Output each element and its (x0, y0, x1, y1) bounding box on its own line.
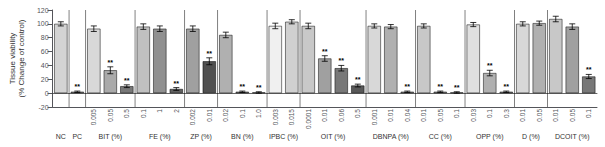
svg-text:0.1: 0.1 (140, 109, 147, 118)
svg-text:0.01: 0.01 (552, 109, 559, 122)
svg-text:0.1: 0.1 (585, 109, 592, 118)
svg-text:80: 80 (41, 34, 49, 41)
svg-text:**: ** (207, 50, 213, 57)
svg-text:**: ** (322, 48, 328, 55)
svg-text:0.06: 0.06 (338, 109, 345, 122)
svg-text:**: ** (438, 83, 444, 90)
svg-text:60: 60 (41, 48, 49, 55)
svg-text:PC: PC (72, 133, 82, 140)
svg-text:OIT (%): OIT (%) (321, 133, 345, 141)
svg-text:**: ** (256, 84, 262, 91)
svg-text:**: ** (504, 83, 510, 90)
svg-text:0.01: 0.01 (519, 109, 526, 122)
svg-text:0.1: 0.1 (486, 109, 493, 118)
svg-text:NC: NC (56, 133, 66, 140)
svg-text:**: ** (339, 57, 345, 64)
svg-text:**: ** (586, 66, 592, 73)
svg-text:0.1: 0.1 (239, 109, 246, 118)
svg-text:0.05: 0.05 (569, 109, 576, 122)
svg-text:0.05: 0.05 (107, 109, 114, 122)
svg-text:0.01: 0.01 (387, 109, 394, 122)
svg-text:**: ** (75, 83, 81, 90)
svg-text:0.05: 0.05 (536, 109, 543, 122)
svg-text:0.5: 0.5 (123, 109, 130, 118)
svg-text:DBNPA (%): DBNPA (%) (373, 133, 409, 141)
svg-text:**: ** (108, 59, 114, 66)
svg-text:0.0001: 0.0001 (305, 109, 312, 129)
svg-text:ZP (%): ZP (%) (190, 133, 212, 141)
svg-text:1.0: 1.0 (255, 109, 262, 118)
svg-text:0.015: 0.015 (288, 109, 295, 126)
svg-text:40: 40 (41, 62, 49, 69)
svg-text:D (%): D (%) (522, 133, 540, 141)
svg-text:**: ** (174, 80, 180, 87)
svg-text:0.003: 0.003 (272, 109, 279, 126)
svg-text:Tissue viability: Tissue viability (8, 33, 17, 85)
svg-text:0.01: 0.01 (321, 109, 328, 122)
svg-text:2: 2 (173, 109, 180, 113)
svg-text:**: ** (240, 83, 246, 90)
svg-text:**: ** (124, 77, 130, 84)
svg-text:0.1: 0.1 (453, 109, 460, 118)
svg-text:0.01: 0.01 (206, 109, 213, 122)
svg-text:0.5: 0.5 (354, 109, 361, 118)
svg-text:20: 20 (41, 76, 49, 83)
svg-text:0: 0 (45, 90, 49, 97)
svg-text:120: 120 (37, 7, 49, 14)
svg-text:0.005: 0.005 (90, 109, 97, 126)
svg-text:1: 1 (156, 109, 163, 113)
svg-text:0.04: 0.04 (404, 109, 411, 122)
svg-text:0.02: 0.02 (222, 109, 229, 122)
svg-text:IPBC (%): IPBC (%) (269, 133, 298, 141)
svg-text:**: ** (487, 62, 493, 69)
svg-text:BIT (%): BIT (%) (99, 133, 123, 141)
svg-text:0.3: 0.3 (503, 109, 510, 118)
svg-text:DCOIT (%): DCOIT (%) (555, 133, 589, 141)
svg-text:0.03: 0.03 (470, 109, 477, 122)
svg-text:FE (%): FE (%) (149, 133, 171, 141)
svg-text:100: 100 (37, 20, 49, 27)
svg-text:BN (%): BN (%) (231, 133, 254, 141)
svg-text:0.05: 0.05 (437, 109, 444, 122)
svg-text:0.001: 0.001 (371, 109, 378, 126)
svg-text:-20: -20 (38, 104, 48, 111)
svg-text:CC (%): CC (%) (429, 133, 452, 141)
svg-text:OPP (%): OPP (%) (476, 133, 504, 141)
svg-text:**: ** (355, 76, 361, 83)
svg-text:**: ** (405, 83, 411, 90)
svg-text:**: ** (454, 84, 460, 91)
svg-text:0.01: 0.01 (420, 109, 427, 122)
svg-text:0.002: 0.002 (189, 109, 196, 126)
svg-text:(% Change of control): (% Change of control) (17, 19, 26, 97)
